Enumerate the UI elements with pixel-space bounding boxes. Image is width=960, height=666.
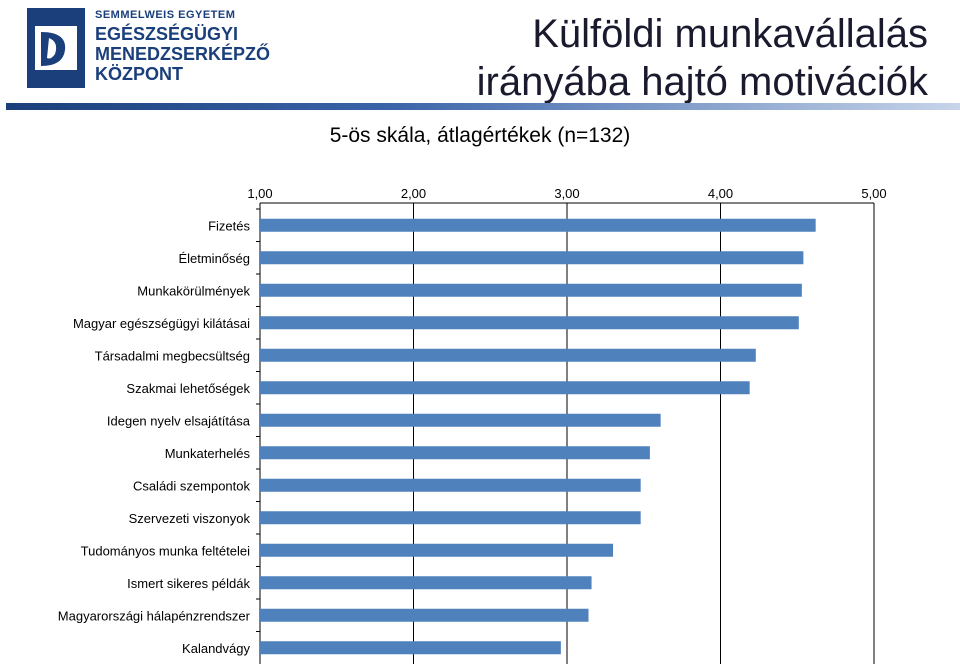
bar: [260, 251, 804, 265]
logo-emblem-icon: [27, 8, 85, 88]
bar: [260, 641, 561, 655]
x-tick-label: 5,00: [861, 186, 886, 201]
y-tick-label: Ismert sikeres példák: [127, 576, 250, 591]
y-tick-label: Munkaterhelés: [165, 446, 251, 461]
y-tick-label: Magyarországi hálapénzrendszer: [58, 608, 251, 623]
bar: [260, 218, 816, 232]
bar: [260, 413, 661, 427]
logo-line-3: MENEDZSERKÉPZŐ: [95, 44, 271, 64]
bar: [260, 576, 592, 590]
chart-subtitle: 5-ös skála, átlagértékek (n=132): [329, 124, 631, 147]
logo: SEMMELWEIS EGYETEM EGÉSZSÉGÜGYI MENEDZSE…: [27, 8, 271, 92]
logo-line-4: KÖZPONT: [95, 64, 183, 84]
bar: [260, 511, 641, 525]
bar: [260, 316, 799, 330]
y-tick-label: Szakmai lehetőségek: [126, 381, 250, 396]
x-tick-label: 2,00: [401, 186, 426, 201]
slide-title: Külföldi munkavállalás irányába hajtó mo…: [477, 10, 928, 106]
y-tick-label: Életminőség: [178, 251, 250, 266]
y-tick-label: Magyar egészségügyi kilátásai: [73, 316, 250, 331]
y-tick-label: Szervezeti viszonyok: [129, 511, 251, 526]
x-tick-label: 1,00: [247, 186, 272, 201]
bar: [260, 381, 750, 395]
bar: [260, 608, 589, 622]
x-tick-label: 3,00: [554, 186, 579, 201]
y-tick-label: Munkakörülmények: [137, 283, 250, 298]
y-tick-label: Tudományos munka feltételei: [81, 543, 250, 558]
y-tick-label: Idegen nyelv elsajátítása: [107, 413, 251, 428]
y-tick-label: Kalandvágy: [182, 641, 250, 656]
bar: [260, 283, 802, 297]
logo-text: SEMMELWEIS EGYETEM EGÉSZSÉGÜGYI MENEDZSE…: [95, 9, 271, 84]
logo-line-2: EGÉSZSÉGÜGYI: [95, 24, 239, 44]
bar: [260, 478, 641, 492]
bar: [260, 543, 614, 557]
x-tick-label: 4,00: [708, 186, 733, 201]
y-tick-label: Családi szempontok: [133, 478, 251, 493]
title-line-1: Külföldi munkavállalás: [532, 12, 928, 56]
y-tick-label: Fizetés: [208, 218, 250, 233]
y-tick-label: Társadalmi megbecsültség: [95, 348, 250, 363]
bar: [260, 446, 650, 460]
bar: [260, 348, 756, 362]
logo-line-1: SEMMELWEIS EGYETEM: [95, 9, 236, 21]
header-divider: [6, 103, 960, 110]
title-line-2: irányába hajtó motivációk: [476, 60, 928, 104]
